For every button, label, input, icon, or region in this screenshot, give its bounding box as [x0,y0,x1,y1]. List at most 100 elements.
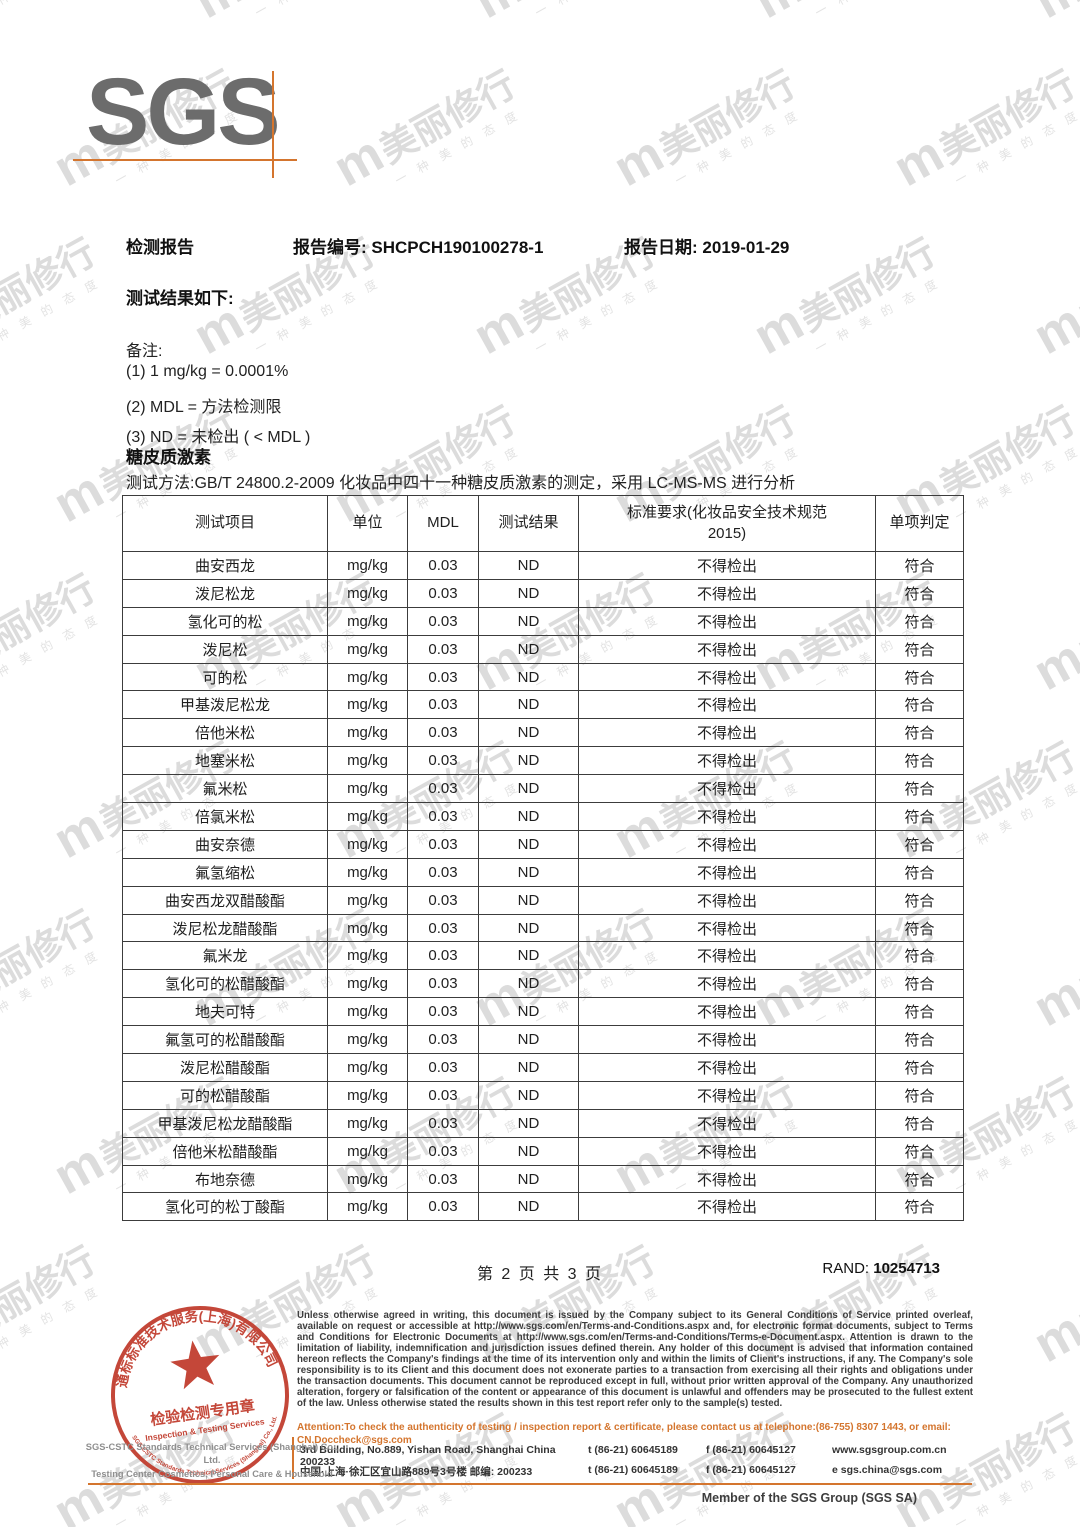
cell-standard: 不得检出 [578,578,876,608]
cell-mdl: 0.03 [407,997,479,1027]
cell-unit: mg/kg [327,913,408,943]
table-row: 氢化可的松 mg/kg 0.03 ND 不得检出 符合 [122,606,964,636]
table-row: 甲基泼尼松龙 mg/kg 0.03 ND 不得检出 符合 [122,690,964,720]
column-header: 单位 [327,495,408,552]
watermark-m-logo-icon: m [184,0,251,30]
report-title: 检测报告 [126,238,194,257]
cell-verdict: 符合 [875,634,964,664]
table-row: 地夫可特 mg/kg 0.03 ND 不得检出 符合 [122,997,964,1027]
section-title: 糖皮质激素 [126,448,211,467]
cell-mdl: 0.03 [407,774,479,804]
watermark-tagline: 一种美的态度 [533,0,671,20]
cell-mdl: 0.03 [407,1108,479,1138]
table-row: 氢化可的松醋酸酯 mg/kg 0.03 ND 不得检出 符合 [122,969,964,999]
watermark-brand-text: 美丽修行 [0,903,103,1012]
cell-unit: mg/kg [327,1164,408,1194]
watermark-tagline: 一种美的态度 [952,438,1080,524]
report-date-label: 报告日期: [624,238,698,257]
rand-number: RAND: 10254713 [822,1260,940,1277]
cell-mdl: 0.03 [407,1136,479,1166]
cell-item: 地夫可特 [122,997,328,1027]
cell-verdict: 符合 [875,969,964,999]
cell-result: ND [478,551,579,580]
cell-result: ND [478,1025,579,1055]
watermark-m-logo-icon: m [1024,629,1080,702]
cell-standard: 不得检出 [578,718,876,748]
table-row: 泼尼松 mg/kg 0.03 ND 不得检出 符合 [122,634,964,664]
cell-unit: mg/kg [327,941,408,971]
cell-standard: 不得检出 [578,829,876,859]
cell-mdl: 0.03 [407,634,479,664]
cell-item: 泼尼松醋酸酯 [122,1053,328,1082]
cell-standard: 不得检出 [578,690,876,720]
cell-verdict: 符合 [875,1192,964,1222]
cell-item: 可的松 [122,662,328,692]
watermark-m-logo-icon: m [1024,965,1080,1038]
watermark-tile: m美丽修行一种美的态度 [604,55,810,210]
cell-mdl: 0.03 [407,690,479,720]
cell-result: ND [478,690,579,720]
cell-result: ND [478,746,579,776]
company-dept: Testing Center Cosmetics, Personal Care … [91,1468,333,1479]
watermark-m-logo-icon: m [1024,0,1080,30]
cell-standard: 不得检出 [578,997,876,1027]
watermark-tile: m美丽修行一种美的态度 [324,55,531,210]
cell-item: 倍氯米松 [122,802,328,831]
table-row: 氟氢缩松 mg/kg 0.03 ND 不得检出 符合 [122,857,964,887]
results-table-body: 曲安西龙 mg/kg 0.03 ND 不得检出 符合 泼尼松龙 mg/kg 0.03 ND 不得检出… [122,551,964,1222]
website: www.sgsgroup.com.cn [832,1444,947,1456]
watermark-brand-text: 美丽修行 [0,231,103,340]
watermark-brand-text: 美丽修行 [0,0,102,3]
cell-mdl: 0.03 [407,857,479,887]
cell-verdict: 符合 [875,1164,964,1194]
cell-standard: 不得检出 [578,857,876,887]
cell-mdl: 0.03 [407,606,479,636]
cell-item: 甲基泼尼松龙醋酸酯 [122,1108,328,1138]
results-heading: 测试结果如下: [126,289,234,308]
cell-mdl: 0.03 [407,829,479,859]
cell-verdict: 符合 [875,941,964,971]
watermark-brand-text: 美丽修行 [652,63,803,172]
watermark-m-logo-icon: m [464,0,531,30]
cell-item: 曲安西龙 [122,551,328,580]
table-row: 曲安西龙双醋酸酯 mg/kg 0.03 ND 不得检出 符合 [122,885,964,915]
stamp-circle [111,1306,289,1484]
address-divider-line [292,1437,294,1479]
cell-standard: 不得检出 [578,551,876,580]
watermark-brand-text: 美丽修行 [1072,1239,1080,1348]
logo-vertical-line [272,71,274,178]
table-row: 可的松 mg/kg 0.03 ND 不得检出 符合 [122,662,964,692]
cell-unit: mg/kg [327,634,408,664]
watermark-tagline: 一种美的态度 [952,774,1080,860]
table-row: 倍他米松 mg/kg 0.03 ND 不得检出 符合 [122,718,964,748]
table-row: 倍他米松醋酸酯 mg/kg 0.03 ND 不得检出 符合 [122,1136,964,1166]
watermark-brand-text: 美丽修行 [1072,567,1080,676]
table-row: 氟米松 mg/kg 0.03 ND 不得检出 符合 [122,774,964,804]
cell-mdl: 0.03 [407,941,479,971]
cell-unit: mg/kg [327,1192,408,1222]
table-row: 甲基泼尼松龙醋酸酯 mg/kg 0.03 ND 不得检出 符合 [122,1108,964,1138]
cell-unit: mg/kg [327,997,408,1027]
cell-result: ND [478,662,579,692]
cell-item: 氢化可的松醋酸酯 [122,969,328,999]
watermark-tagline: 一种美的态度 [392,102,531,188]
cell-standard: 不得检出 [578,969,876,999]
results-table-head-row: 测试项目 单位 MDL 测试结果 标准要求(化妆品安全技术规范 2015) 单项判定 [122,495,964,552]
table-row: 倍氯米松 mg/kg 0.03 ND 不得检出 符合 [122,802,964,831]
column-header: 标准要求(化妆品安全技术规范 2015) [578,495,876,552]
table-row: 氟米龙 mg/kg 0.03 ND 不得检出 符合 [122,941,964,971]
watermark-tagline: 一种美的态度 [952,1110,1080,1196]
table-row: 泼尼松龙 mg/kg 0.03 ND 不得检出 符合 [122,578,964,608]
watermark-m-logo-icon: m [744,293,812,366]
cell-result: ND [478,634,579,664]
watermark-m-logo-icon: m [464,293,532,366]
rand-value: 10254713 [873,1260,940,1277]
